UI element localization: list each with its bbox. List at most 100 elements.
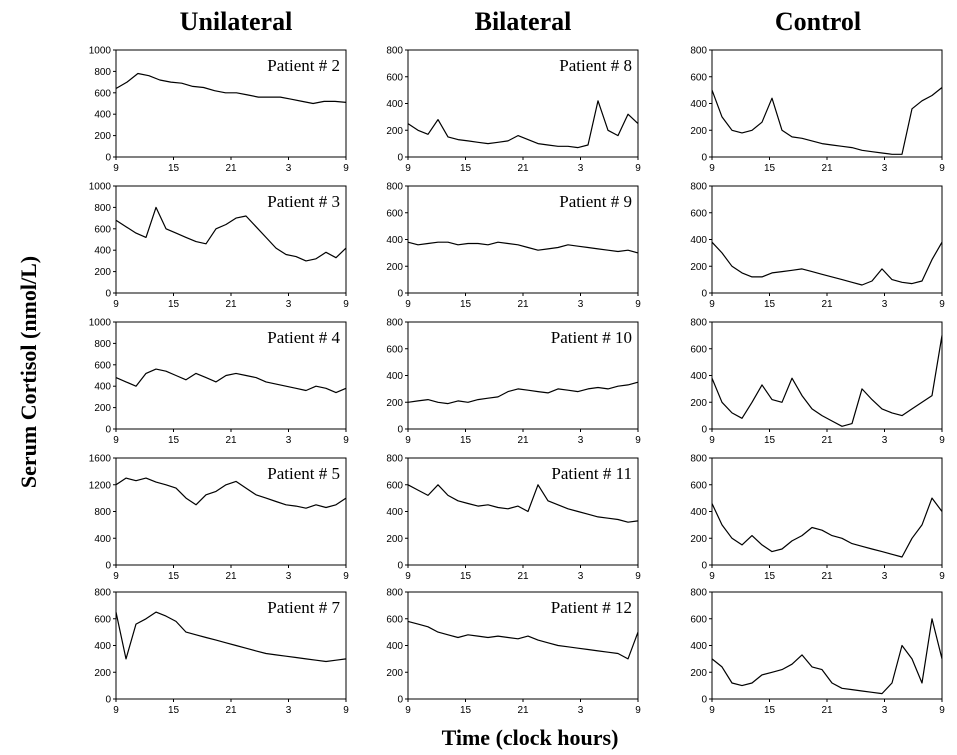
series-line: [711, 241, 943, 286]
x-tick-label: 9: [635, 571, 641, 582]
x-tick-label: 3: [286, 163, 292, 174]
x-tick-label: 15: [764, 435, 776, 446]
y-tick-label: 400: [94, 246, 111, 257]
panel-9: 0 200 400 600 800 9 15 21 3 9 Patient # 11: [386, 454, 641, 583]
x-tick-label: 9: [343, 435, 349, 446]
series-line: [407, 100, 639, 149]
column-title-unilateral: Unilateral: [180, 7, 293, 36]
y-tick-label: 600: [386, 480, 403, 491]
panel-14: 0 200 400 600 800 9 15 21 3 9: [690, 454, 945, 583]
y-tick-label: 400: [386, 99, 403, 110]
x-tick-label: 3: [882, 571, 888, 582]
y-tick-label: 600: [386, 614, 403, 625]
x-tick-label: 9: [635, 435, 641, 446]
series-line: [711, 87, 943, 155]
y-tick-label: 0: [105, 289, 111, 300]
y-tick-label: 200: [94, 403, 111, 414]
x-tick-label: 21: [821, 571, 833, 582]
series-line: [115, 206, 347, 262]
x-tick-label: 21: [821, 435, 833, 446]
panel-7: 0 200 400 600 800 9 15 21 3 9 Patient # 9: [386, 182, 641, 311]
y-tick-label: 600: [94, 614, 111, 625]
y-tick-label: 400: [94, 641, 111, 652]
series-line: [711, 335, 943, 427]
y-tick-label: 600: [386, 208, 403, 219]
x-tick-label: 21: [225, 435, 237, 446]
column-title-bilateral: Bilateral: [475, 7, 572, 36]
y-tick-label: 0: [105, 425, 111, 436]
x-tick-label: 9: [635, 163, 641, 174]
y-tick-label: 200: [690, 398, 707, 409]
x-tick-label: 3: [578, 705, 584, 716]
panel-11: 0 200 400 600 800 9 15 21 3 9: [690, 46, 945, 175]
panel-8: 0 200 400 600 800 9 15 21 3 9 Patient # 10: [386, 318, 641, 447]
y-tick-label: 0: [397, 153, 403, 164]
panel-4: 0 400 800 1200 1600 9 15 21 3 9 Patient # 5: [89, 454, 349, 583]
y-tick-label: 400: [690, 99, 707, 110]
x-tick-label: 9: [113, 435, 119, 446]
y-tick-label: 0: [397, 561, 403, 572]
y-tick-label: 600: [690, 480, 707, 491]
x-tick-label: 15: [168, 705, 180, 716]
x-tick-label: 9: [343, 705, 349, 716]
y-tick-label: 0: [701, 561, 707, 572]
series-line: [407, 620, 639, 660]
y-tick-label: 200: [690, 534, 707, 545]
x-tick-label: 3: [578, 435, 584, 446]
x-tick-label: 3: [286, 435, 292, 446]
y-tick-label: 600: [386, 344, 403, 355]
y-tick-label: 0: [105, 695, 111, 706]
x-tick-label: 21: [517, 571, 529, 582]
y-tick-label: 600: [690, 344, 707, 355]
y-tick-label: 800: [690, 454, 707, 465]
panel-10: 0 200 400 600 800 9 15 21 3 9 Patient # 12: [386, 588, 641, 717]
x-tick-label: 3: [286, 299, 292, 310]
y-tick-label: 400: [386, 507, 403, 518]
x-tick-label: 9: [405, 163, 411, 174]
x-tick-label: 21: [517, 705, 529, 716]
x-tick-label: 3: [578, 163, 584, 174]
series-line: [407, 241, 639, 254]
y-tick-label: 400: [386, 371, 403, 382]
y-tick-label: 200: [690, 126, 707, 137]
x-tick-label: 15: [460, 571, 472, 582]
y-tick-label: 400: [94, 534, 111, 545]
series-line: [407, 484, 639, 523]
x-tick-label: 9: [113, 705, 119, 716]
panel-6: 0 200 400 600 800 9 15 21 3 9 Patient # 8: [386, 46, 641, 175]
y-tick-label: 400: [94, 110, 111, 121]
x-tick-label: 9: [113, 299, 119, 310]
x-tick-label: 15: [460, 705, 472, 716]
y-tick-label: 1000: [89, 318, 112, 329]
x-tick-label: 21: [225, 571, 237, 582]
panel-label: Patient # 11: [551, 464, 632, 483]
y-tick-label: 400: [94, 382, 111, 393]
x-tick-label: 9: [343, 163, 349, 174]
x-tick-label: 15: [460, 435, 472, 446]
x-tick-label: 9: [113, 163, 119, 174]
y-tick-label: 800: [386, 46, 403, 57]
x-tick-label: 9: [635, 299, 641, 310]
x-tick-label: 15: [168, 163, 180, 174]
x-tick-label: 9: [113, 571, 119, 582]
y-tick-label: 200: [94, 668, 111, 679]
x-tick-label: 9: [405, 705, 411, 716]
x-tick-label: 9: [343, 299, 349, 310]
x-tick-label: 21: [225, 163, 237, 174]
y-tick-label: 200: [690, 262, 707, 273]
y-tick-label: 600: [94, 88, 111, 99]
y-tick-label: 800: [94, 203, 111, 214]
x-tick-label: 3: [882, 705, 888, 716]
x-tick-label: 21: [821, 163, 833, 174]
x-tick-label: 21: [821, 705, 833, 716]
panel-label: Patient # 3: [267, 192, 340, 211]
x-tick-label: 9: [405, 571, 411, 582]
x-tick-label: 9: [709, 571, 715, 582]
y-tick-label: 0: [701, 289, 707, 300]
x-tick-label: 3: [286, 571, 292, 582]
x-tick-label: 15: [764, 299, 776, 310]
x-tick-label: 9: [405, 299, 411, 310]
panel-label: Patient # 10: [551, 328, 632, 347]
